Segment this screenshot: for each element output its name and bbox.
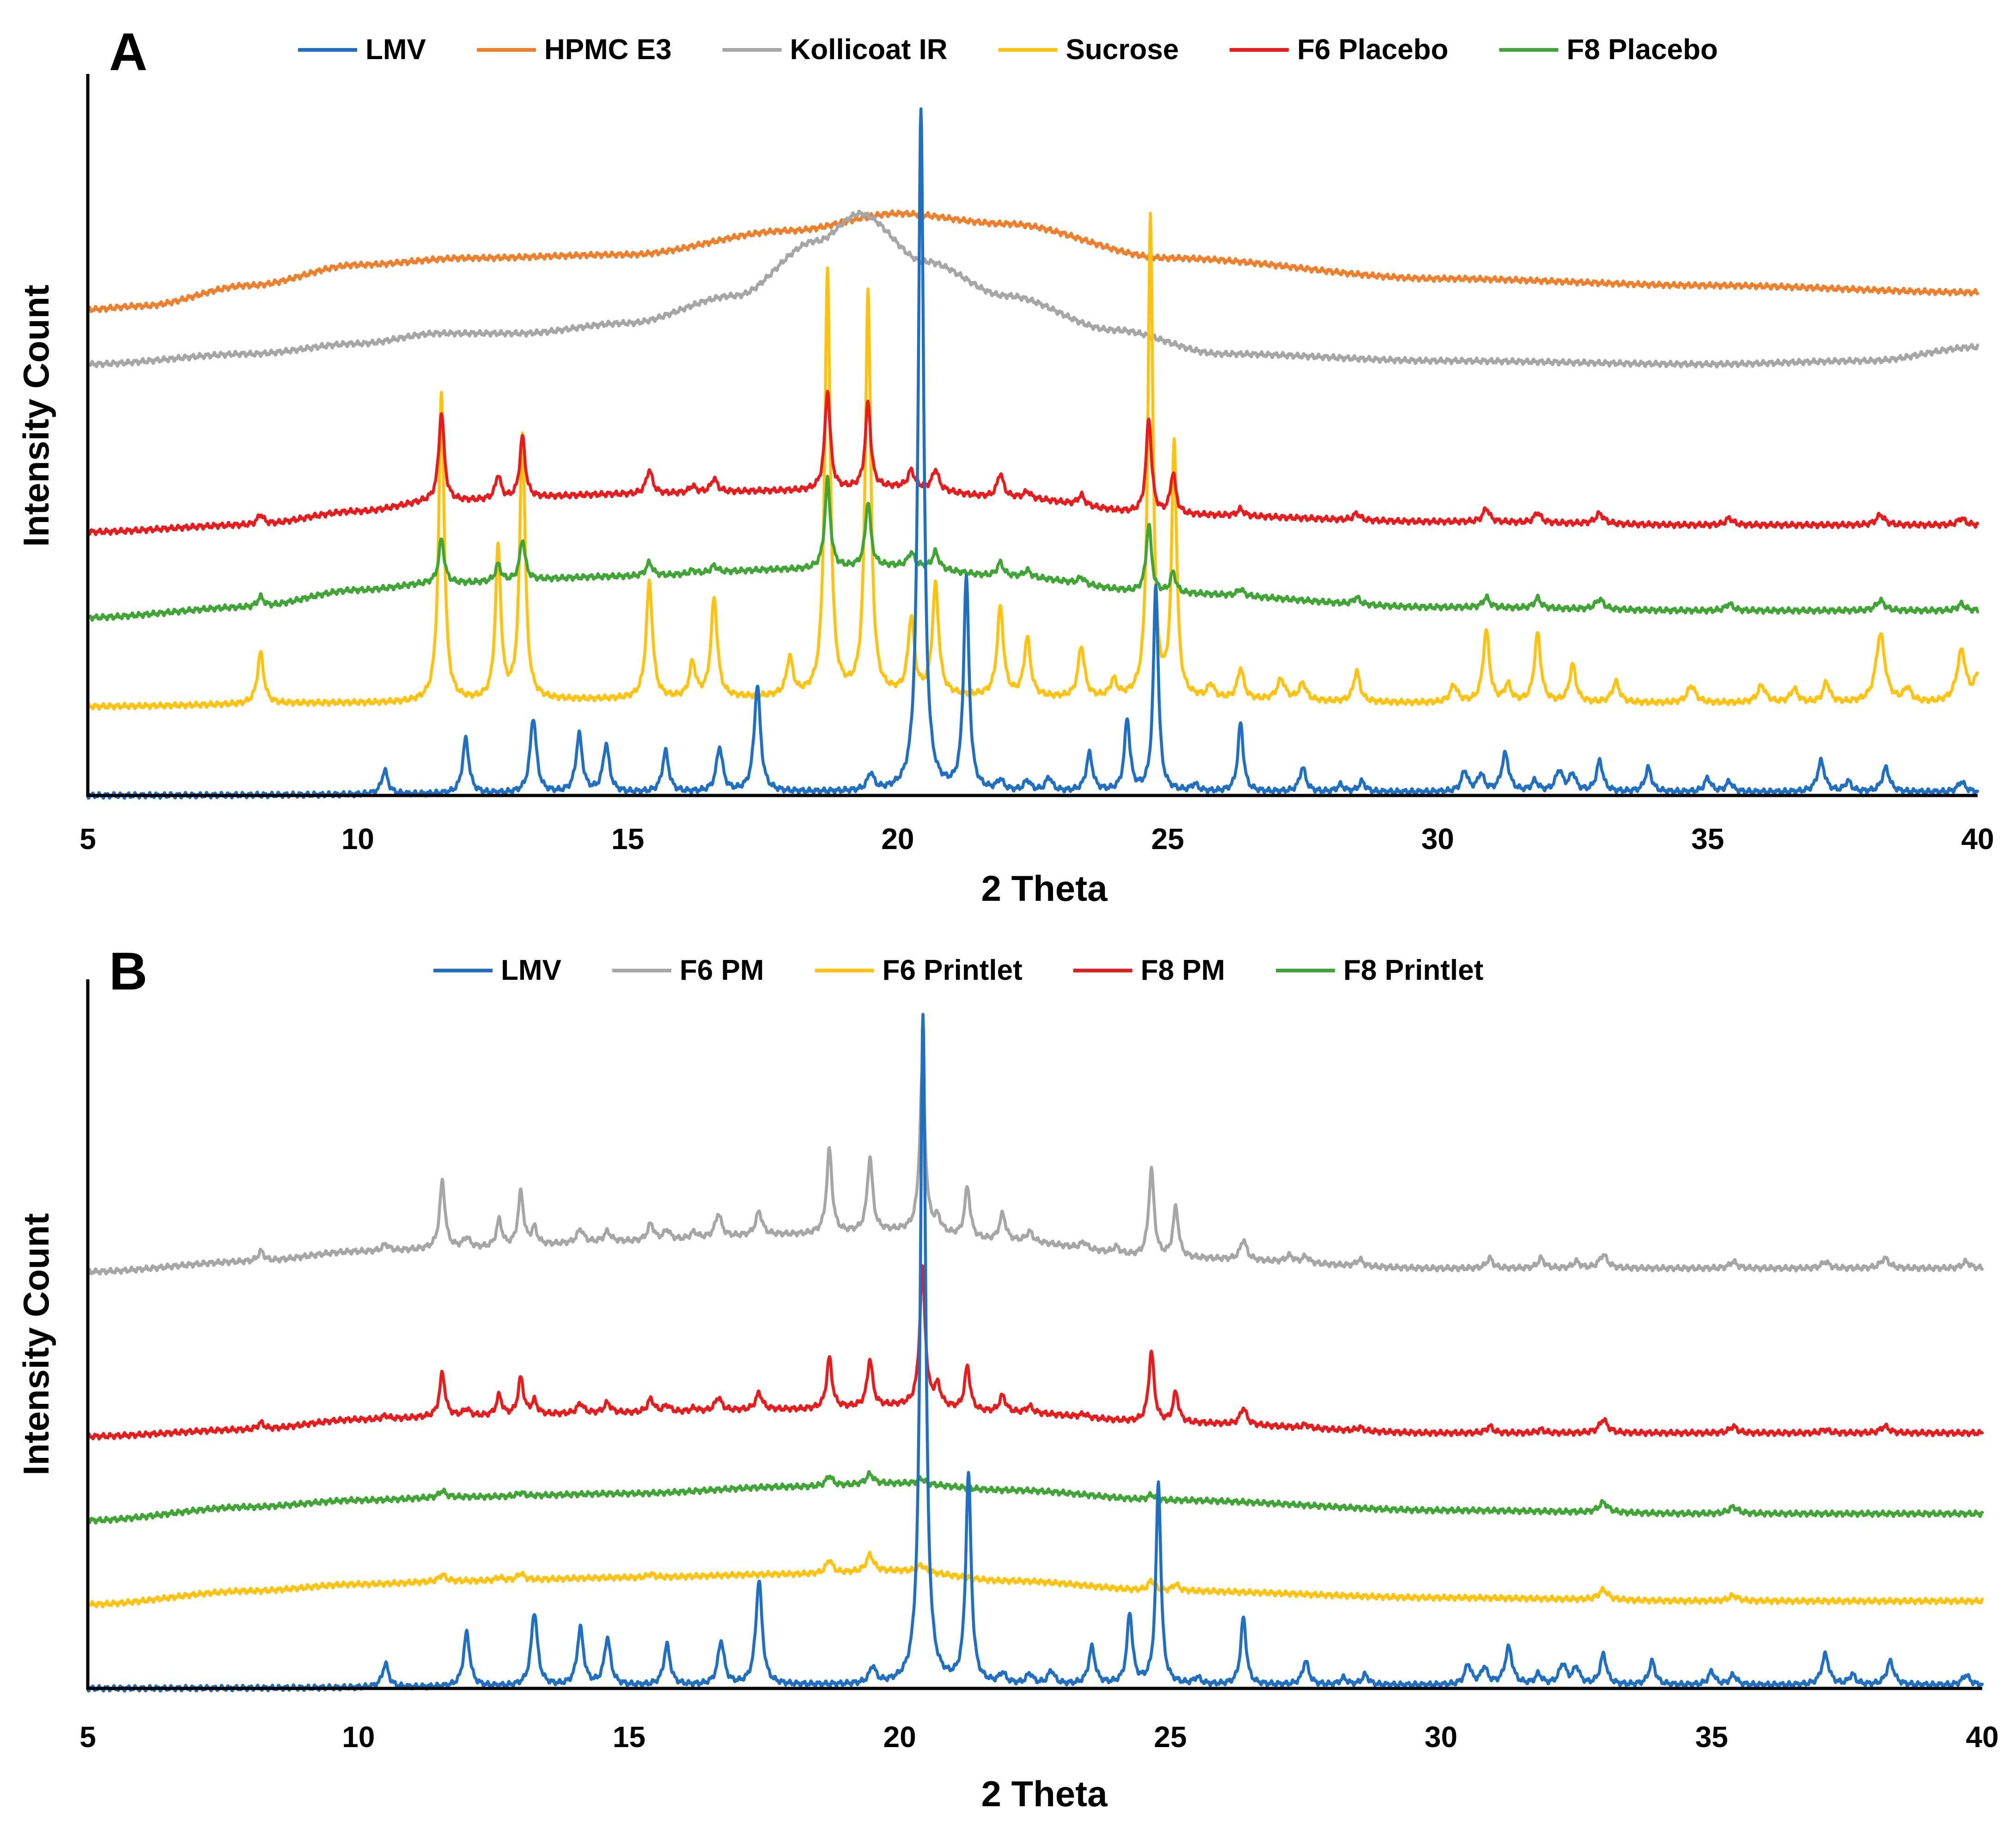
legend-label-f6-placebo: F6 Placebo: [1297, 34, 1448, 66]
x-tick-label: 35: [1695, 1720, 1728, 1754]
x-tick-label: 40: [1966, 1720, 1998, 1754]
x-tick-label: 10: [342, 1720, 375, 1754]
panel-b: B LMV F6 PM F6 Printlet F8 PM F8 Printlet In…: [16, 942, 1999, 1814]
x-tick-label: 30: [1425, 1720, 1457, 1754]
legend-label-kollicoat-ir: Kollicoat IR: [790, 34, 947, 66]
panel-b-x-ticks: 5 10 15 20 25 30 35 40: [79, 1720, 1998, 1754]
panel-b-legend: LMV F6 PM F6 Printlet F8 PM F8 Printlet: [433, 954, 1483, 986]
series-line-f8-placebo: [86, 474, 1979, 622]
x-tick-label: 10: [341, 822, 374, 856]
x-tick-label: 20: [881, 822, 914, 856]
panel-a-axes: [86, 74, 1978, 797]
panel-a-x-ticks: 5 10 15 20 25 30 35 40: [79, 822, 1994, 856]
panel-b-series-group: [86, 1013, 1984, 1693]
x-tick-label: 5: [79, 822, 96, 856]
panel-a-x-axis-title: 2 Theta: [981, 868, 1108, 909]
panel-a-letter: A: [109, 23, 147, 82]
x-tick-label: 25: [1151, 822, 1184, 856]
x-tick-label: 15: [611, 822, 644, 856]
legend-label-f6-printlet: F6 Printlet: [882, 954, 1022, 986]
panel-a-series-group: [86, 107, 1979, 800]
x-tick-label: 30: [1421, 822, 1454, 856]
panel-a-y-axis-title: Intensity Count: [16, 285, 56, 547]
panel-a-legend: LMV HPMC E3 Kollicoat IR Sucrose F6 Placebo F…: [298, 34, 1718, 66]
series-line-kollicoat-ir: [86, 209, 1979, 369]
series-line-lmv: [86, 107, 1979, 800]
series-line-f6-placebo: [86, 390, 1979, 536]
x-tick-label: 20: [883, 1720, 916, 1754]
series-line-f8-pm: [86, 1264, 1984, 1441]
legend-label-f6-pm: F6 PM: [680, 954, 764, 986]
panel-b-axes: [86, 979, 1982, 1690]
legend-label-f8-printlet: F8 Printlet: [1343, 954, 1483, 986]
x-tick-label: 40: [1961, 822, 1994, 856]
panel-a: A LMV HPMC E3 Kollicoat IR Sucrose F6 Placeb…: [16, 23, 1994, 909]
x-tick-label: 25: [1154, 1720, 1187, 1754]
series-line-f6-pm: [86, 1067, 1984, 1276]
series-line-lmv: [86, 1013, 1984, 1693]
panel-b-x-axis-title: 2 Theta: [981, 1773, 1108, 1814]
x-tick-label: 35: [1691, 822, 1724, 856]
legend-label-lmv: LMV: [365, 34, 426, 66]
legend-label-f8-placebo: F8 Placebo: [1567, 34, 1718, 66]
panel-b-letter: B: [109, 942, 147, 1001]
legend-label-f8-pm: F8 PM: [1141, 954, 1225, 986]
x-tick-label: 15: [613, 1720, 646, 1754]
series-line-f6-printlet: [86, 1551, 1984, 1609]
legend-label-hpmc-e3: HPMC E3: [544, 34, 672, 66]
panel-b-y-axis-title: Intensity Count: [16, 1213, 56, 1475]
x-tick-label: 5: [79, 1720, 96, 1754]
series-line-f8-printlet: [86, 1470, 1984, 1525]
series-line-sucrose: [86, 212, 1979, 711]
legend-label-lmv: LMV: [501, 954, 561, 986]
legend-label-sucrose: Sucrose: [1066, 34, 1179, 66]
series-line-hpmc-e3: [86, 209, 1979, 313]
